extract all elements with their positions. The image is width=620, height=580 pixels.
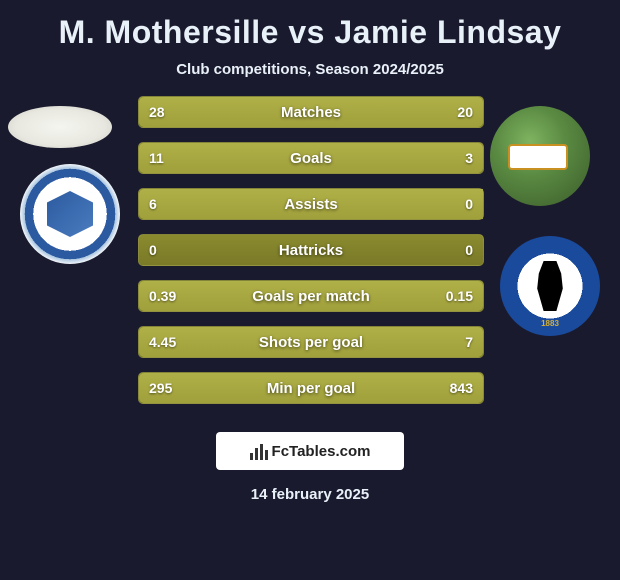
stat-value-left: 6 xyxy=(149,196,157,212)
branding-text: FcTables.com xyxy=(272,443,371,460)
stat-label: Goals xyxy=(290,150,332,167)
page-title: M. Mothersille vs Jamie Lindsay xyxy=(0,0,620,51)
stats-bars: 2820Matches113Goals60Assists00Hattricks0… xyxy=(138,96,484,404)
club-left-badge xyxy=(20,164,120,264)
stat-label: Hattricks xyxy=(279,242,343,259)
stat-row: 4.45 7 Shots per goal xyxy=(138,326,484,358)
subtitle: Club competitions, Season 2024/2025 xyxy=(0,61,620,78)
stat-value-left: 4.45 xyxy=(149,334,176,350)
bar-chart-icon xyxy=(250,442,268,460)
stat-value-right: 843 xyxy=(450,380,473,396)
date-label: 14 february 2025 xyxy=(0,486,620,503)
stat-value-right: 0 xyxy=(465,196,473,212)
stat-label: Assists xyxy=(284,196,337,213)
player-left-avatar xyxy=(8,106,112,148)
stat-value-left: 0 xyxy=(149,242,157,258)
stat-label: Goals per match xyxy=(252,288,370,305)
branding-badge[interactable]: FcTables.com xyxy=(216,432,404,470)
stat-value-right: 0 xyxy=(465,242,473,258)
stat-row: 0 0 Hattricks xyxy=(138,234,484,266)
club-right-year: 1883 xyxy=(541,319,559,328)
stat-value-left: 28 xyxy=(149,104,165,120)
stat-value-left: 0.39 xyxy=(149,288,176,304)
stat-value-left: 295 xyxy=(149,380,172,396)
stat-label: Min per goal xyxy=(267,380,355,397)
stat-row: 0.39 0.15 Goals per match xyxy=(138,280,484,312)
club-right-badge: 1883 xyxy=(500,236,600,336)
pirate-icon xyxy=(534,261,566,311)
stat-row: 11 3 Goals xyxy=(138,142,484,174)
stat-row: 28 20 Matches xyxy=(138,96,484,128)
bar-fill-left xyxy=(139,143,411,173)
stat-row: 6 0 Assists xyxy=(138,188,484,220)
stat-label: Matches xyxy=(281,104,341,121)
stat-value-right: 3 xyxy=(465,150,473,166)
stat-label: Shots per goal xyxy=(259,334,363,351)
shield-icon xyxy=(47,191,93,237)
stat-value-right: 20 xyxy=(457,104,473,120)
stat-row: 295 843 Min per goal xyxy=(138,372,484,404)
comparison-panel: 1883 28 20 Matches 11 3 Goals 6 0 Assists 0 0 Hattr… xyxy=(0,96,620,404)
player-right-avatar xyxy=(490,106,590,206)
stat-value-right: 7 xyxy=(465,334,473,350)
stat-value-left: 11 xyxy=(149,150,164,166)
stat-value-right: 0.15 xyxy=(446,288,473,304)
